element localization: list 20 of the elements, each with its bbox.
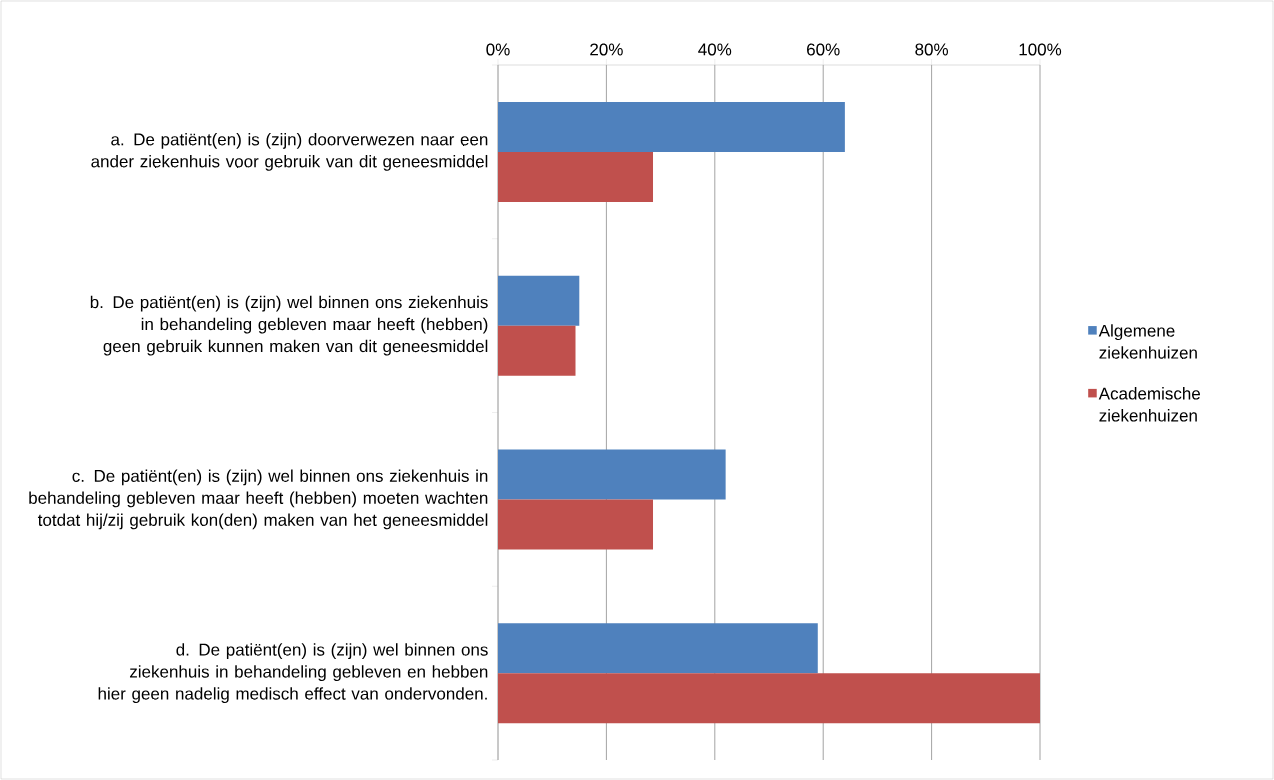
bar (498, 623, 818, 674)
legend-label: Algemene ziekenhuizen (1098, 324, 1197, 359)
y-tick-label: b. De patiënt(en) is (zijn) wel binnen ons ziekenhuis in behandeling gebleven maar heeft (hebben) geen gebruik kunnen maken van dit geneesmiddel (90, 295, 488, 356)
y-tick-label: a. De patiënt(en) is (zijn) doorverwezen naar een ander ziekenhuis voor gebruik van dit geneesmiddel (91, 132, 488, 171)
bar (498, 275, 580, 326)
bar (498, 325, 576, 376)
legend-label: Academische ziekenhuizen (1098, 387, 1201, 422)
x-tick-label: 80% (915, 43, 948, 56)
bar (498, 449, 726, 500)
bar (498, 151, 654, 202)
bar (498, 101, 845, 152)
x-tick-label: 0% (486, 43, 510, 56)
bar (498, 673, 1040, 724)
x-tick-label: 40% (698, 43, 732, 56)
x-tick-label: 100% (1019, 43, 1062, 56)
x-tick-label: 20% (590, 43, 623, 56)
x-tick-label: 60% (807, 43, 840, 56)
y-tick-label: c. De patiënt(en) is (zijn) wel binnen ons ziekenhuis in behandeling gebleven maar heeft (hebben) moeten wachten totdat hij/zij gebruik kon(den) maken van het geneesmiddel (29, 469, 488, 530)
bar (498, 499, 654, 550)
y-tick-label: d. De patiënt(en) is (zijn) wel binnen ons ziekenhuis in behandeling gebleven en hebben hier geen nadelig medisch effect van ondervonden. (98, 643, 488, 704)
